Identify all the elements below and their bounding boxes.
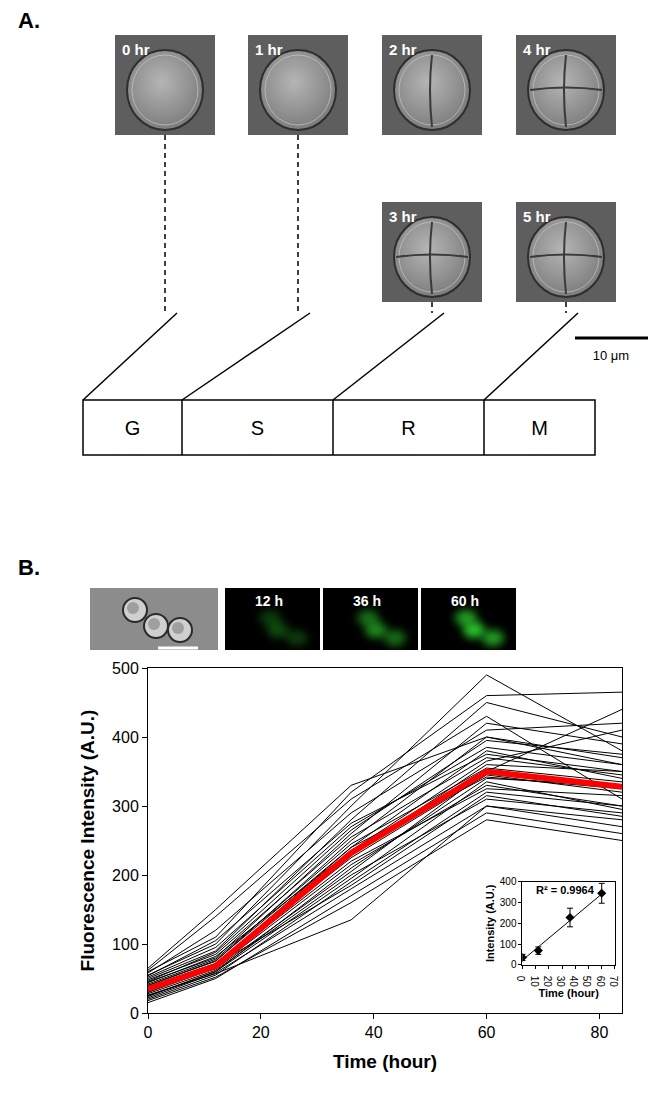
svg-text:300: 300 <box>500 897 517 908</box>
svg-text:500: 500 <box>112 660 139 677</box>
svg-text:M: M <box>531 417 548 439</box>
svg-text:1 hr: 1 hr <box>255 41 283 58</box>
svg-text:40: 40 <box>568 976 579 988</box>
svg-text:60: 60 <box>478 1024 496 1041</box>
svg-text:4 hr: 4 hr <box>523 41 551 58</box>
svg-text:20: 20 <box>542 976 553 988</box>
svg-text:Intensity (A.U.): Intensity (A.U.) <box>484 884 496 962</box>
svg-text:Fluorescence Intensity (A.U.): Fluorescence Intensity (A.U.) <box>77 710 98 972</box>
svg-text:70: 70 <box>608 976 619 988</box>
svg-text:12 h: 12 h <box>255 593 283 609</box>
svg-text:3 hr: 3 hr <box>389 208 417 225</box>
svg-text:100: 100 <box>500 939 517 950</box>
svg-text:300: 300 <box>112 798 139 815</box>
svg-text:80: 80 <box>591 1024 609 1041</box>
svg-text:20: 20 <box>252 1024 270 1041</box>
svg-text:0: 0 <box>130 1005 139 1022</box>
svg-text:100: 100 <box>112 936 139 953</box>
svg-text:2 hr: 2 hr <box>389 41 417 58</box>
svg-text:400: 400 <box>500 876 517 887</box>
svg-text:Time (hour): Time (hour) <box>333 1051 437 1072</box>
svg-text:10: 10 <box>529 976 540 988</box>
svg-text:R: R <box>401 417 415 439</box>
svg-text:0: 0 <box>144 1024 153 1041</box>
svg-text:200: 200 <box>500 918 517 929</box>
svg-text:10 μm: 10 μm <box>593 348 629 363</box>
svg-text:Time (hour): Time (hour) <box>539 987 600 999</box>
svg-text:50: 50 <box>581 976 592 988</box>
svg-text:60: 60 <box>595 976 606 988</box>
svg-text:60 h: 60 h <box>451 593 479 609</box>
svg-text:R² = 0.9964: R² = 0.9964 <box>536 884 595 896</box>
svg-text:40: 40 <box>365 1024 383 1041</box>
svg-text:0: 0 <box>511 959 517 970</box>
svg-text:A.: A. <box>18 8 40 33</box>
svg-text:30: 30 <box>555 976 566 988</box>
svg-text:G: G <box>125 417 141 439</box>
svg-text:0 hr: 0 hr <box>122 41 150 58</box>
svg-text:200: 200 <box>112 867 139 884</box>
svg-text:5 hr: 5 hr <box>523 208 551 225</box>
svg-text:400: 400 <box>112 729 139 746</box>
svg-text:0: 0 <box>515 976 526 982</box>
svg-text:B.: B. <box>18 555 40 580</box>
svg-text:S: S <box>251 417 264 439</box>
svg-text:36 h: 36 h <box>353 593 381 609</box>
